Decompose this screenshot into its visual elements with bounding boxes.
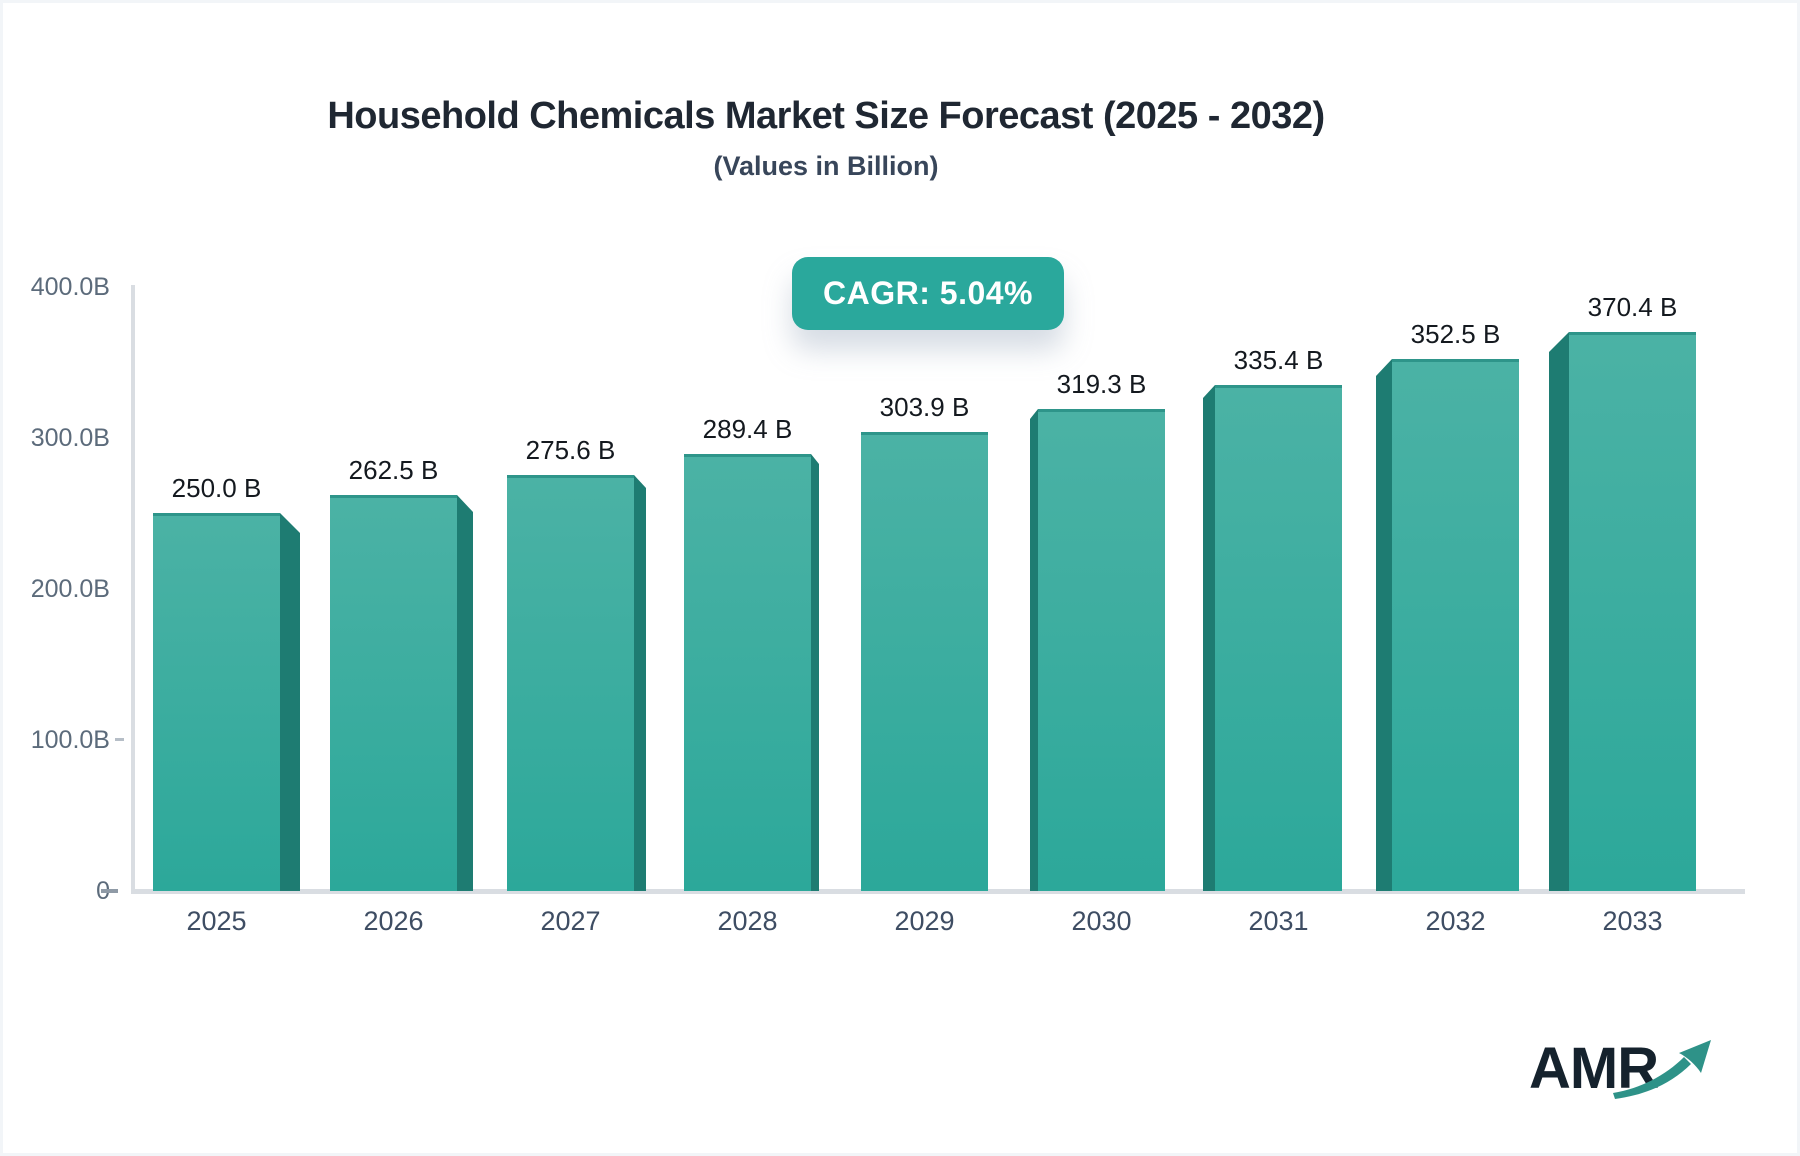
value-label: 319.3 B	[1056, 369, 1147, 399]
bar	[153, 513, 280, 891]
y-axis-tick	[101, 889, 118, 893]
value-label: 370.4 B	[1587, 292, 1678, 322]
bar-chart: 400.0B 300.0B 200.0B 100.0B 0 250.0 B 2025 262…	[3, 3, 1797, 1153]
value-label: 289.4 B	[702, 414, 793, 444]
x-axis-label: 2030	[1071, 906, 1132, 936]
bar	[507, 475, 634, 891]
bar	[1215, 385, 1342, 891]
amr-logo: AMR	[1529, 1035, 1749, 1115]
x-axis-label: 2028	[717, 906, 778, 936]
y-axis-label: 100.0B	[30, 726, 110, 754]
y-axis-label: 0	[3, 876, 110, 906]
bar-side	[1549, 332, 1569, 891]
x-axis-label: 2033	[1602, 906, 1663, 936]
bar	[1569, 332, 1696, 891]
bar-side	[634, 475, 646, 891]
y-axis-label: 400.0B	[30, 273, 110, 301]
growth-arrow-icon	[1613, 1040, 1711, 1099]
x-axis-line	[131, 889, 1745, 894]
value-label: 335.4 B	[1233, 345, 1324, 375]
bar-side	[457, 495, 473, 891]
y-axis-tick	[115, 738, 124, 741]
bar	[1038, 409, 1165, 891]
bar	[684, 454, 811, 891]
bar-side	[1030, 409, 1038, 891]
value-label: 250.0 B	[171, 473, 262, 503]
value-label: 262.5 B	[348, 455, 439, 485]
y-axis-label: 200.0B	[30, 575, 110, 603]
y-axis-line	[131, 285, 135, 892]
bar-side	[1376, 359, 1392, 891]
value-label: 303.9 B	[879, 392, 970, 422]
x-axis-label: 2032	[1425, 906, 1486, 936]
value-label: 275.6 B	[525, 435, 616, 465]
bar	[861, 432, 988, 891]
x-axis-label: 2031	[1248, 906, 1309, 936]
x-axis-label: 2027	[540, 906, 601, 936]
bar-side	[280, 513, 300, 891]
bar	[330, 495, 457, 891]
chart-title: Household Chemicals Market Size Forecast…	[327, 95, 1325, 137]
bar	[1392, 359, 1519, 891]
y-axis-label: 300.0B	[30, 424, 110, 452]
chart-subtitle: (Values in Billion)	[713, 151, 939, 181]
x-axis-label: 2029	[894, 906, 955, 936]
x-axis-label: 2025	[186, 906, 247, 936]
value-label: 352.5 B	[1410, 319, 1501, 349]
cagr-badge-label: CAGR: 5.04%	[823, 275, 1033, 311]
cagr-badge: CAGR: 5.04%	[792, 257, 1064, 330]
x-axis-label: 2026	[363, 906, 424, 936]
bar-side	[811, 454, 819, 891]
bar-side	[1203, 385, 1215, 891]
